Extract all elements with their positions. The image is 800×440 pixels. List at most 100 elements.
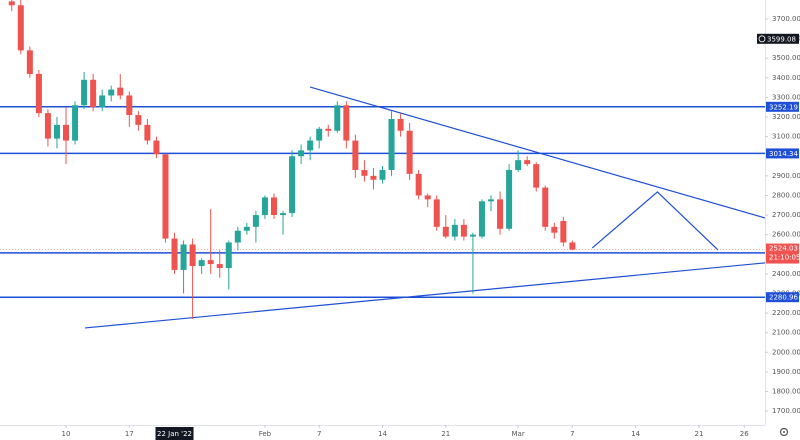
candle-body [180, 244, 187, 270]
candle-body [234, 230, 241, 243]
candle-body [126, 95, 133, 116]
candle-body [8, 1, 15, 6]
y-tick-label: 3700.00 [772, 15, 800, 23]
x-tick-label: Feb [259, 430, 272, 438]
marker-icon [758, 35, 766, 43]
candle-body [207, 260, 214, 265]
candle-body [63, 124, 70, 141]
current-price-bg [766, 243, 799, 264]
x-tick-label: 21 [441, 430, 450, 438]
candle-body [225, 242, 232, 268]
y-tick-label: 2100.00 [772, 329, 800, 337]
countdown: 21:10:05 [769, 254, 800, 262]
candle-body [451, 224, 458, 237]
y-tick-label: 2800.00 [772, 191, 800, 199]
candle-body [289, 156, 296, 214]
candle-body [388, 118, 395, 170]
candle-body [252, 215, 259, 227]
candle-body [198, 260, 205, 267]
candle-body [135, 115, 142, 125]
settings-icon[interactable] [779, 427, 789, 437]
plot-area [0, 0, 765, 329]
candle-body [108, 89, 115, 96]
candle-body [533, 164, 540, 188]
candle-body [81, 79, 88, 106]
candle-body [352, 140, 359, 170]
axis-layer: 3700.003600.003500.003400.003300.003200.… [62, 15, 800, 440]
candle-body [325, 128, 332, 131]
candle-body [53, 124, 60, 139]
candle-body [506, 169, 513, 229]
x-tick-label: Mar [512, 430, 525, 438]
current-price-label: 2524.03 [769, 245, 798, 253]
gear-hub [783, 431, 785, 433]
level-label-bg [766, 292, 799, 303]
candle-body [460, 224, 467, 237]
y-tick-label: 3100.00 [772, 133, 800, 141]
candle-body [424, 195, 431, 200]
candle-body [90, 79, 97, 108]
candle-body [361, 169, 368, 176]
candle-body [397, 118, 404, 131]
candle-body [560, 220, 567, 243]
y-tick-label: 2900.00 [772, 172, 800, 180]
candle-body [261, 197, 268, 216]
y-tick-label: 2400.00 [772, 270, 800, 278]
level-label-bg [766, 101, 799, 112]
y-tick-label: 3300.00 [772, 93, 800, 101]
candle-body [515, 160, 522, 170]
x-tick-label: 14 [378, 430, 387, 438]
candle-body [99, 95, 106, 108]
x-tick-label: 26 [740, 430, 749, 438]
y-tick-label: 1900.00 [772, 368, 800, 376]
y-tick-label: 3200.00 [772, 113, 800, 121]
candle-body [280, 213, 287, 216]
candle-body [298, 150, 305, 157]
y-tick-label: 2700.00 [772, 211, 800, 219]
candle-body [370, 175, 377, 180]
candle-body [117, 87, 124, 96]
candle-body [171, 238, 178, 270]
y-tick-label: 2000.00 [772, 348, 800, 356]
candle-body [406, 130, 413, 174]
candle-body [569, 242, 576, 250]
candle-body [497, 199, 504, 229]
candle-body [433, 199, 440, 227]
level-label: 3014.34 [769, 150, 798, 158]
x-tick-label: 17 [125, 430, 134, 438]
candle-body [17, 5, 24, 51]
y-tick-label: 3400.00 [772, 74, 800, 82]
y-tick-label: 1800.00 [772, 387, 800, 395]
candle-body [270, 197, 277, 216]
marker-price-bg [757, 33, 799, 44]
candle-body [189, 244, 196, 267]
x-tick-label: 21 [695, 430, 704, 438]
candle-body [26, 50, 33, 74]
candle-body [216, 264, 223, 268]
candle-body [144, 124, 151, 141]
candle-body [478, 201, 485, 237]
x-tick-label: 10 [62, 430, 71, 438]
marker-price-label: 3599.08 [767, 35, 796, 43]
level-label-bg [766, 148, 799, 159]
candle-body [524, 160, 531, 165]
candle-body [72, 105, 79, 141]
candle-body [35, 73, 42, 114]
y-tick-label: 1700.00 [772, 407, 800, 415]
x-tick-label: 14 [631, 430, 640, 438]
y-tick-label: 2600.00 [772, 231, 800, 239]
trendline [309, 86, 765, 219]
candle-body [469, 234, 476, 237]
candle-body [488, 199, 495, 202]
candle-body [542, 187, 549, 227]
candle-body [343, 105, 350, 141]
x-tick-label: 7 [570, 430, 574, 438]
candle-body [415, 173, 422, 196]
candle-body [44, 113, 51, 139]
candle-body [334, 105, 341, 131]
trendline [84, 262, 765, 329]
level-label: 3252.19 [769, 103, 798, 111]
candle-body [243, 226, 250, 231]
